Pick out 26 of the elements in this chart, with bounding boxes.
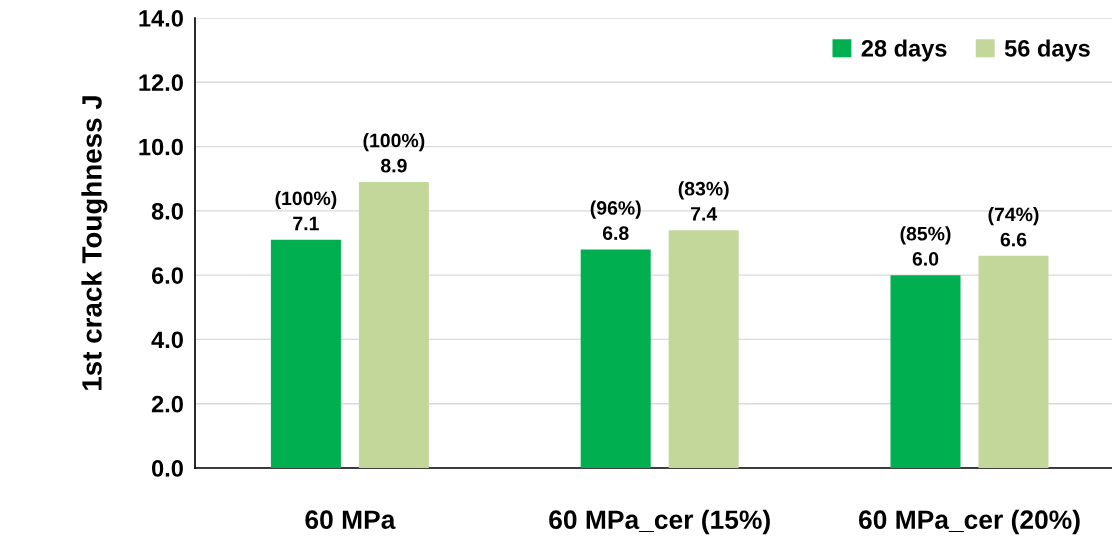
x-tick-label: 60 MPa_cer (20%)	[858, 509, 1080, 535]
bar	[978, 255, 1049, 468]
y-tick-label: 4.0	[151, 331, 183, 349]
y-tick-label: 10.0	[139, 138, 183, 156]
data-label: (100%) 7.1	[275, 190, 337, 231]
y-tick-label: 6.0	[151, 267, 183, 284]
bar	[668, 230, 739, 468]
x-tick-label: 60 MPa	[305, 510, 396, 530]
y-axis-title: 1st crack Toughness J	[81, 96, 108, 390]
y-tick-label: 2.0	[151, 395, 183, 413]
bar	[358, 181, 429, 468]
legend-label: 28 days	[861, 39, 947, 62]
y-tick-label: 12.0	[139, 74, 183, 92]
bar	[270, 239, 341, 468]
data-label: (100%) 8.9	[363, 133, 425, 173]
bar	[580, 249, 651, 468]
legend-label: 56 days	[1004, 39, 1090, 62]
x-tick-label: 60 MPa_cer (15%)	[549, 509, 770, 535]
data-label: (96%) 6.8	[590, 200, 641, 241]
data-label: (85%) 6.0	[900, 226, 951, 266]
bar	[890, 275, 961, 468]
y-tick-label: 0.0	[152, 460, 183, 477]
y-tick-label: 8.0	[151, 202, 183, 220]
data-label: (83%) 7.4	[678, 181, 729, 221]
data-label: (74%) 6.6	[988, 207, 1039, 247]
y-tick-label: 14.0	[139, 10, 183, 27]
